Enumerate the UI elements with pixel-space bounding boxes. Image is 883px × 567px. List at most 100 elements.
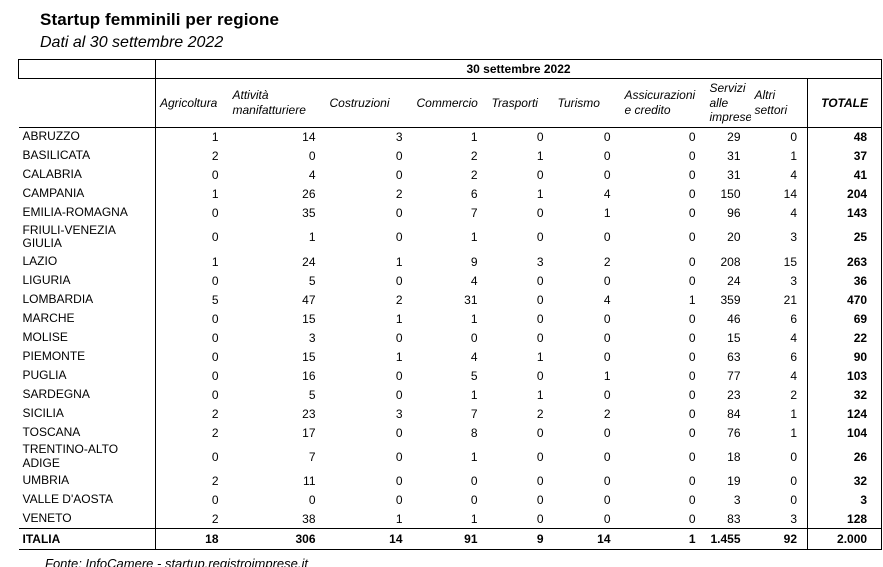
region-cell: PIEMONTE: [18, 347, 156, 367]
value-cell: 0: [395, 330, 403, 345]
value-cell: 0: [470, 330, 478, 345]
value-cell: 0: [211, 206, 219, 220]
value-cell: 0: [603, 349, 611, 364]
region-cell: VENETO: [18, 509, 156, 529]
value-cell: 3: [790, 511, 797, 526]
column-header: Assicurazioni e credito: [620, 78, 706, 128]
value-cell: 0: [688, 425, 696, 440]
total-value-cell: 14: [553, 528, 621, 551]
value-cell: 26: [302, 187, 316, 201]
value-cell: 0: [536, 230, 544, 245]
value-cell: 18: [727, 449, 741, 464]
region-cell: LAZIO: [18, 252, 156, 272]
value-cell: 0: [536, 311, 544, 326]
table-row: FRIULI-VENEZIA GIULIA 0 1 0 1 0 0 0 20 3 25: [18, 222, 883, 253]
value-cell: 1: [603, 206, 611, 220]
value-cell: 11: [303, 474, 316, 489]
value-cell: 0: [688, 511, 696, 526]
value-cell: 4: [790, 330, 797, 345]
value-cell: 1: [790, 406, 797, 421]
region-cell: MARCHE: [18, 309, 156, 329]
value-cell: 0: [603, 230, 611, 245]
region-cell: TRENTINO-ALTO ADIGE: [18, 442, 156, 472]
value-cell: 2: [470, 149, 478, 163]
value-cell: 0: [536, 273, 544, 288]
value-cell: 35: [302, 206, 316, 220]
page-title: Startup femminili per regione: [40, 10, 280, 29]
value-cell: 0: [211, 387, 219, 402]
value-cell: 0: [470, 474, 478, 489]
total-value-cell: 9: [487, 528, 554, 551]
region-cell: LOMBARDIA: [18, 290, 156, 310]
value-cell: 4: [790, 168, 797, 182]
value-cell: 1: [211, 187, 219, 201]
totale-cell: 37: [806, 146, 883, 166]
value-cell: 359: [720, 292, 741, 307]
region-cell: MOLISE: [18, 328, 156, 348]
value-cell: 2: [211, 406, 219, 421]
region-cell: CAMPANIA: [18, 184, 156, 204]
value-cell: 0: [688, 311, 696, 326]
value-cell: 0: [688, 168, 696, 182]
value-cell: 2: [603, 406, 611, 421]
value-cell: 96: [727, 206, 741, 220]
value-cell: 0: [536, 425, 544, 440]
value-cell: 0: [211, 330, 219, 345]
value-cell: 1: [470, 130, 478, 145]
value-cell: 5: [211, 292, 219, 307]
total-value-cell: 91: [412, 528, 488, 551]
value-cell: 0: [603, 511, 611, 526]
value-cell: 1: [395, 311, 403, 326]
value-cell: 3: [308, 330, 316, 345]
value-cell: 0: [395, 368, 403, 383]
value-cell: 3: [733, 493, 741, 508]
region-cell: BASILICATA: [18, 146, 156, 166]
value-cell: 1: [211, 130, 219, 145]
value-cell: 1: [470, 311, 478, 326]
value-cell: 0: [603, 493, 611, 508]
region-cell: TOSCANA: [18, 423, 156, 443]
totale-cell: 124: [806, 404, 883, 424]
value-cell: 8: [470, 425, 478, 440]
value-cell: 0: [603, 474, 611, 489]
value-cell: 0: [211, 311, 219, 326]
table-row: CAMPANIA 1 26 2 6 1 4 0 150 14 204: [18, 184, 883, 204]
value-cell: 0: [536, 368, 544, 383]
column-header: Agricoltura: [155, 78, 229, 128]
page-subtitle: Dati al 30 settembre 2022: [40, 34, 224, 51]
totale-cell: 22: [806, 328, 883, 348]
total-row: ITALIA 18 306 14 91 9 14 1 1.455 92 2.000: [18, 528, 883, 551]
totale-cell: 3: [806, 490, 883, 510]
value-cell: 46: [727, 311, 741, 326]
value-cell: 2: [395, 187, 403, 201]
value-cell: 1: [308, 230, 316, 245]
value-cell: 47: [302, 292, 316, 307]
value-cell: 63: [727, 349, 741, 364]
total-value-cell: 92: [750, 528, 808, 551]
table-row: LIGURIA 0 5 0 4 0 0 0 24 3 36: [18, 271, 883, 291]
value-cell: 1: [536, 349, 544, 364]
table-row: TOSCANA 2 17 0 8 0 0 0 76 1 104: [18, 423, 883, 443]
value-cell: 14: [302, 130, 316, 145]
value-cell: 0: [688, 149, 696, 163]
value-cell: 23: [727, 387, 741, 402]
value-cell: 5: [308, 273, 316, 288]
value-cell: 21: [783, 292, 797, 307]
region-cell: EMILIA-ROMAGNA: [18, 203, 156, 223]
region-cell: VALLE D'AOSTA: [18, 490, 156, 510]
table-row: BASILICATA 2 0 0 2 1 0 0 31 1 37: [18, 146, 883, 166]
value-cell: 31: [727, 149, 741, 163]
value-cell: 2: [603, 254, 611, 269]
value-cell: 0: [211, 493, 219, 508]
value-cell: 2: [395, 292, 403, 307]
table-row: EMILIA-ROMAGNA 0 35 0 7 0 1 0 96 4 143: [18, 203, 883, 223]
value-cell: 0: [688, 368, 696, 383]
value-cell: 0: [688, 254, 696, 269]
value-cell: 38: [302, 511, 316, 526]
value-cell: 0: [688, 273, 696, 288]
value-cell: 1: [790, 149, 797, 163]
column-header: Turismo: [553, 78, 621, 128]
period-header: 30 settembre 2022: [154, 59, 883, 79]
value-cell: 208: [720, 254, 741, 269]
value-cell: 9: [470, 254, 478, 269]
